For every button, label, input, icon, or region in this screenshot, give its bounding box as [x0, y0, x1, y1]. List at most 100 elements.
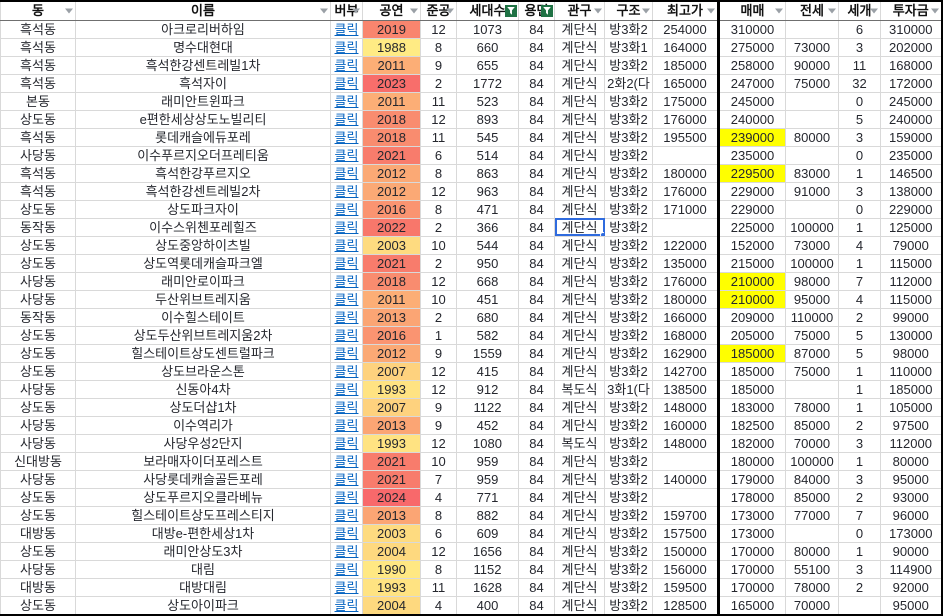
- cell-layout[interactable]: 방3화2: [604, 217, 653, 237]
- cell-link[interactable]: 클릭: [330, 307, 363, 327]
- cell-sale[interactable]: 235000: [717, 145, 786, 165]
- cell-area[interactable]: 84: [518, 181, 555, 201]
- cell-year[interactable]: 2013: [362, 307, 421, 327]
- cell-month[interactable]: 10: [420, 451, 457, 471]
- cell-peak[interactable]: 180000: [652, 289, 719, 309]
- cell-entrance[interactable]: 계단식: [554, 163, 605, 183]
- cell-sale[interactable]: 229500: [717, 163, 786, 183]
- cell-count[interactable]: 11: [838, 55, 881, 75]
- cell-area[interactable]: 84: [518, 325, 555, 345]
- cell-households[interactable]: 514: [456, 145, 519, 165]
- cell-year[interactable]: 1990: [362, 559, 421, 579]
- cell-entrance[interactable]: 계단식: [554, 181, 605, 201]
- cell-sale[interactable]: 310000: [717, 19, 786, 39]
- cell-households[interactable]: 959: [456, 469, 519, 489]
- active-filter-icon[interactable]: [541, 4, 553, 17]
- cell-layout[interactable]: 방3화2: [604, 595, 653, 616]
- cell-link[interactable]: 클릭: [330, 181, 363, 201]
- cell-count[interactable]: 1: [838, 361, 881, 381]
- cell-invest[interactable]: 245000: [880, 91, 943, 111]
- cell-households[interactable]: 609: [456, 523, 519, 543]
- cell-area[interactable]: 84: [518, 253, 555, 273]
- cell-peak[interactable]: 156000: [652, 559, 719, 579]
- cell-layout[interactable]: 방3화2: [604, 451, 653, 471]
- cell-count[interactable]: 1: [838, 451, 881, 471]
- cell-name[interactable]: 상도푸르지오클라베뉴: [75, 487, 331, 507]
- cell-dong[interactable]: 상도동: [0, 541, 76, 561]
- cell-month[interactable]: 6: [420, 145, 457, 165]
- cell-jeonse[interactable]: [785, 19, 839, 39]
- cell-link[interactable]: 클릭: [330, 163, 363, 183]
- cell-dong[interactable]: 상도동: [0, 253, 76, 273]
- cell-jeonse[interactable]: 73000: [785, 37, 839, 57]
- naver-link[interactable]: 클릭: [334, 309, 359, 325]
- cell-link[interactable]: 클릭: [330, 541, 363, 561]
- cell-name[interactable]: 이수힐스테이트: [75, 307, 331, 327]
- cell-invest[interactable]: 96000: [880, 505, 943, 525]
- cell-month[interactable]: 12: [420, 109, 457, 129]
- cell-sale[interactable]: 185000: [717, 379, 786, 399]
- cell-entrance[interactable]: 계단식: [554, 145, 605, 165]
- cell-count[interactable]: 2: [838, 487, 881, 507]
- cell-households[interactable]: 771: [456, 487, 519, 507]
- cell-dong[interactable]: 상도동: [0, 199, 76, 219]
- cell-households[interactable]: 545: [456, 127, 519, 147]
- cell-link[interactable]: 클릭: [330, 451, 363, 471]
- cell-name[interactable]: 상도더샵1차: [75, 397, 331, 417]
- naver-link[interactable]: 클릭: [334, 345, 359, 361]
- cell-year[interactable]: 2004: [362, 541, 421, 561]
- naver-link[interactable]: 클릭: [334, 237, 359, 253]
- cell-dong[interactable]: 사당동: [0, 379, 76, 399]
- cell-year[interactable]: 2016: [362, 325, 421, 345]
- cell-month[interactable]: 11: [420, 127, 457, 147]
- naver-link[interactable]: 클릭: [334, 93, 359, 109]
- cell-peak[interactable]: 180000: [652, 163, 719, 183]
- naver-link[interactable]: 클릭: [334, 507, 359, 523]
- cell-households[interactable]: 1656: [456, 541, 519, 561]
- cell-count[interactable]: 1: [838, 379, 881, 399]
- cell-households[interactable]: 950: [456, 253, 519, 273]
- cell-area[interactable]: 84: [518, 199, 555, 219]
- cell-households[interactable]: 400: [456, 595, 519, 616]
- cell-sale[interactable]: 215000: [717, 253, 786, 273]
- cell-peak[interactable]: 176000: [652, 109, 719, 129]
- cell-invest[interactable]: 110000: [880, 361, 943, 381]
- filter-dropdown-icon[interactable]: [930, 8, 939, 14]
- naver-link[interactable]: 클릭: [334, 435, 359, 451]
- cell-link[interactable]: 클릭: [330, 19, 363, 39]
- cell-link[interactable]: 클릭: [330, 505, 363, 525]
- cell-area[interactable]: 84: [518, 523, 555, 543]
- cell-entrance[interactable]: 복도식: [554, 379, 605, 399]
- cell-layout[interactable]: 방3화2: [604, 127, 653, 147]
- cell-invest[interactable]: 99000: [880, 307, 943, 327]
- cell-year[interactable]: 2016: [362, 199, 421, 219]
- cell-entrance[interactable]: 계단식: [554, 343, 605, 363]
- cell-month[interactable]: 12: [420, 271, 457, 291]
- cell-count[interactable]: 2: [838, 307, 881, 327]
- cell-count[interactable]: 0: [838, 145, 881, 165]
- cell-invest[interactable]: 112000: [880, 271, 943, 291]
- cell-jeonse[interactable]: 70000: [785, 595, 839, 616]
- cell-jeonse[interactable]: [785, 145, 839, 165]
- cell-layout[interactable]: 방3화2: [604, 55, 653, 75]
- cell-dong[interactable]: 상도동: [0, 595, 76, 616]
- cell-jeonse[interactable]: 73000: [785, 235, 839, 255]
- cell-entrance[interactable]: 계단식: [554, 55, 605, 75]
- naver-link[interactable]: 클릭: [334, 363, 359, 379]
- cell-sale[interactable]: 182500: [717, 415, 786, 435]
- cell-area[interactable]: 84: [518, 19, 555, 39]
- cell-peak[interactable]: 148000: [652, 433, 719, 453]
- cell-area[interactable]: 84: [518, 343, 555, 363]
- cell-dong[interactable]: 흑석동: [0, 19, 76, 39]
- filter-dropdown-icon[interactable]: [320, 8, 328, 14]
- cell-layout[interactable]: 방3화2: [604, 235, 653, 255]
- cell-area[interactable]: 84: [518, 361, 555, 381]
- cell-area[interactable]: 84: [518, 433, 555, 453]
- cell-entrance[interactable]: 계단식: [554, 487, 605, 507]
- cell-layout[interactable]: 방3화2: [604, 307, 653, 327]
- cell-entrance[interactable]: 계단식: [554, 73, 605, 93]
- cell-dong[interactable]: 상도동: [0, 505, 76, 525]
- cell-dong[interactable]: 상도동: [0, 343, 76, 363]
- cell-invest[interactable]: 138000: [880, 181, 943, 201]
- cell-invest[interactable]: 202000: [880, 37, 943, 57]
